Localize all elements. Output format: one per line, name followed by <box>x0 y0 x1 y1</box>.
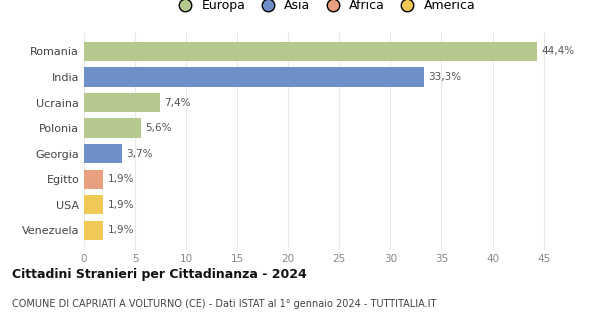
Bar <box>84 93 160 112</box>
Text: 33,3%: 33,3% <box>428 72 461 82</box>
Bar <box>84 118 141 138</box>
Text: 5,6%: 5,6% <box>145 123 172 133</box>
Bar <box>84 68 424 86</box>
Bar <box>84 220 103 240</box>
Bar <box>84 42 538 61</box>
Text: 7,4%: 7,4% <box>164 98 190 108</box>
Legend: Europa, Asia, Africa, America: Europa, Asia, Africa, America <box>167 0 481 17</box>
Text: 44,4%: 44,4% <box>542 46 575 56</box>
Text: COMUNE DI CAPRIATI A VOLTURNO (CE) - Dati ISTAT al 1° gennaio 2024 - TUTTITALIA.: COMUNE DI CAPRIATI A VOLTURNO (CE) - Dat… <box>12 299 436 309</box>
Text: 1,9%: 1,9% <box>107 174 134 184</box>
Text: 3,7%: 3,7% <box>126 148 152 159</box>
Text: 1,9%: 1,9% <box>107 225 134 235</box>
Text: Cittadini Stranieri per Cittadinanza - 2024: Cittadini Stranieri per Cittadinanza - 2… <box>12 268 307 281</box>
Text: 1,9%: 1,9% <box>107 200 134 210</box>
Bar <box>84 170 103 189</box>
Bar <box>84 144 122 163</box>
Bar <box>84 195 103 214</box>
